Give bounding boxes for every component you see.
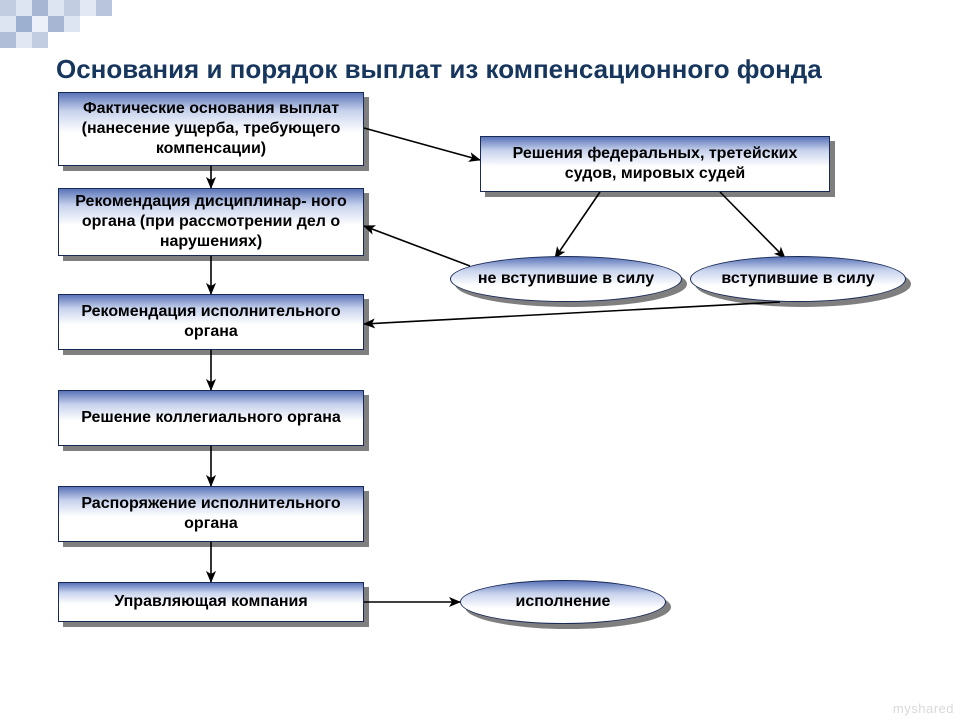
node-label: Решения федеральных, третейских судов, м… (489, 144, 821, 184)
edge-b7-e1 (555, 192, 600, 258)
deco-square (80, 0, 96, 16)
deco-square (64, 16, 80, 32)
edge-b1-b7 (364, 128, 480, 160)
node-b1: Фактические основания выплат (нанесение … (58, 92, 364, 166)
page-title: Основания и порядок выплат из компенсаци… (56, 54, 822, 85)
deco-square (32, 16, 48, 32)
node-label: исполнение (516, 593, 611, 611)
node-b5: Распоряжение исполнительного органа (58, 486, 364, 542)
node-b2: Рекомендация дисциплинар- ного органа (п… (58, 188, 364, 256)
deco-square (0, 32, 16, 48)
node-label: Рекомендация исполнительного органа (67, 302, 355, 342)
deco-square (16, 32, 32, 48)
deco-square (16, 16, 32, 32)
node-b6: Управляющая компания (58, 582, 364, 622)
node-b7: Решения федеральных, третейских судов, м… (480, 136, 830, 192)
edge-e1-b2 (364, 226, 470, 266)
deco-square (0, 0, 16, 16)
node-b4: Решение коллегиального органа (58, 390, 364, 446)
node-e1: не вступившие в силу (450, 256, 682, 302)
node-label: Решение коллегиального органа (81, 408, 341, 428)
edge-b7-e2 (720, 192, 785, 258)
node-e2: вступившие в силу (690, 256, 906, 302)
node-label: не вступившие в силу (478, 270, 654, 288)
watermark-label: myshared (893, 701, 954, 716)
diagram-stage: Основания и порядок выплат из компенсаци… (0, 0, 960, 720)
deco-square (64, 0, 80, 16)
node-e3: исполнение (460, 580, 666, 624)
deco-square (96, 0, 112, 16)
deco-square (0, 16, 16, 32)
deco-square (16, 0, 32, 16)
deco-square (32, 32, 48, 48)
node-label: Управляющая компания (114, 592, 307, 612)
node-label: вступившие в силу (721, 270, 874, 288)
deco-square (32, 0, 48, 16)
node-b3: Рекомендация исполнительного органа (58, 294, 364, 350)
deco-square (48, 16, 64, 32)
deco-square (48, 0, 64, 16)
node-label: Фактические основания выплат (нанесение … (67, 99, 355, 159)
node-label: Рекомендация дисциплинар- ного органа (п… (67, 192, 355, 252)
node-label: Распоряжение исполнительного органа (67, 494, 355, 534)
